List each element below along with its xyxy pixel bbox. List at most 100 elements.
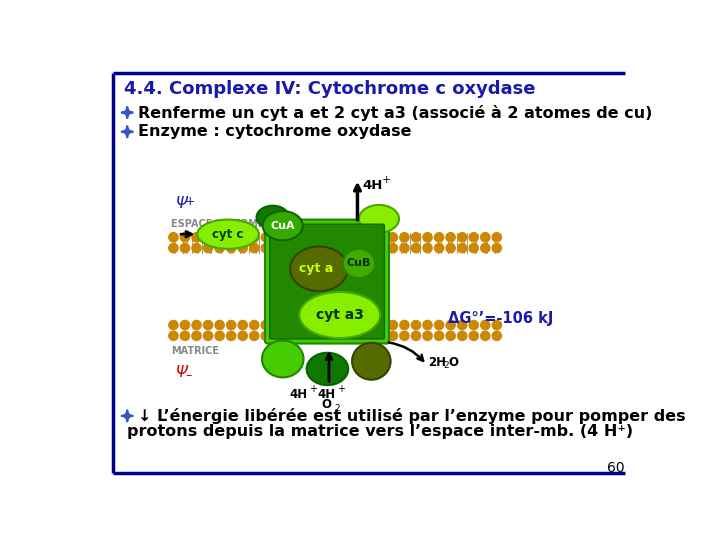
Circle shape	[215, 233, 224, 242]
Ellipse shape	[359, 205, 399, 233]
Circle shape	[238, 320, 248, 330]
Circle shape	[296, 244, 305, 253]
Circle shape	[388, 331, 397, 340]
Circle shape	[492, 244, 501, 253]
Circle shape	[354, 244, 363, 253]
Text: cyt c: cyt c	[212, 228, 244, 241]
Circle shape	[204, 320, 212, 330]
Text: 60: 60	[607, 461, 625, 475]
Text: O: O	[322, 398, 332, 411]
Circle shape	[319, 320, 328, 330]
Circle shape	[481, 233, 490, 242]
Circle shape	[423, 331, 432, 340]
Text: 4.4. Complexe IV: Cytochrome c oxydase: 4.4. Complexe IV: Cytochrome c oxydase	[124, 80, 536, 98]
Circle shape	[296, 331, 305, 340]
Text: 4H: 4H	[318, 388, 336, 401]
Circle shape	[204, 233, 212, 242]
Circle shape	[457, 331, 467, 340]
Circle shape	[273, 244, 282, 253]
Text: +: +	[185, 195, 196, 208]
Circle shape	[469, 331, 478, 340]
Circle shape	[492, 331, 501, 340]
Circle shape	[273, 320, 282, 330]
Text: 4H: 4H	[289, 388, 307, 401]
Circle shape	[423, 233, 432, 242]
FancyArrow shape	[126, 107, 128, 117]
Circle shape	[261, 320, 271, 330]
Circle shape	[168, 233, 178, 242]
Circle shape	[204, 331, 212, 340]
Circle shape	[296, 233, 305, 242]
Ellipse shape	[256, 206, 289, 229]
Circle shape	[388, 233, 397, 242]
Circle shape	[469, 320, 478, 330]
Circle shape	[215, 244, 224, 253]
FancyArrow shape	[126, 410, 128, 420]
Circle shape	[284, 331, 294, 340]
Text: 2H: 2H	[428, 355, 446, 368]
Circle shape	[354, 331, 363, 340]
Circle shape	[180, 320, 189, 330]
Circle shape	[400, 331, 409, 340]
Circle shape	[307, 233, 317, 242]
Circle shape	[180, 233, 189, 242]
Circle shape	[284, 244, 294, 253]
Circle shape	[457, 320, 467, 330]
Circle shape	[411, 320, 420, 330]
Circle shape	[377, 233, 386, 242]
Circle shape	[400, 320, 409, 330]
Circle shape	[446, 233, 455, 242]
Circle shape	[481, 331, 490, 340]
Ellipse shape	[262, 340, 304, 377]
Circle shape	[330, 244, 340, 253]
Text: cyt a: cyt a	[299, 262, 333, 275]
Circle shape	[227, 320, 235, 330]
Circle shape	[227, 244, 235, 253]
Ellipse shape	[263, 211, 303, 240]
Circle shape	[492, 320, 501, 330]
Ellipse shape	[343, 249, 375, 278]
Circle shape	[457, 244, 467, 253]
Text: Ψ: Ψ	[175, 365, 187, 380]
Circle shape	[330, 320, 340, 330]
Circle shape	[168, 320, 178, 330]
Circle shape	[342, 244, 351, 253]
Circle shape	[400, 233, 409, 242]
Circle shape	[250, 244, 259, 253]
Circle shape	[273, 331, 282, 340]
Circle shape	[411, 331, 420, 340]
Circle shape	[204, 244, 212, 253]
Text: CuB: CuB	[347, 259, 372, 268]
Circle shape	[446, 331, 455, 340]
Circle shape	[330, 331, 340, 340]
Circle shape	[388, 320, 397, 330]
Text: CuA: CuA	[271, 221, 295, 231]
Circle shape	[250, 320, 259, 330]
Circle shape	[238, 331, 248, 340]
Text: ↓ L’énergie libérée est utilisé par l’enzyme pour pomper des: ↓ L’énergie libérée est utilisé par l’en…	[138, 408, 685, 424]
Circle shape	[250, 331, 259, 340]
Circle shape	[284, 320, 294, 330]
Circle shape	[354, 233, 363, 242]
Circle shape	[342, 331, 351, 340]
Circle shape	[180, 244, 189, 253]
Text: 2: 2	[444, 361, 449, 370]
Circle shape	[377, 320, 386, 330]
Circle shape	[238, 233, 248, 242]
Circle shape	[319, 233, 328, 242]
Text: 2: 2	[334, 404, 340, 414]
FancyArrow shape	[123, 415, 132, 417]
Text: +: +	[309, 384, 317, 394]
Circle shape	[446, 244, 455, 253]
Circle shape	[423, 320, 432, 330]
Circle shape	[227, 331, 235, 340]
Circle shape	[400, 244, 409, 253]
Circle shape	[168, 244, 178, 253]
Text: Renferme un cyt a et 2 cyt a3 (associé à 2 atomes de cu): Renferme un cyt a et 2 cyt a3 (associé à…	[138, 105, 652, 120]
Circle shape	[319, 244, 328, 253]
Text: –: –	[185, 369, 192, 382]
Text: ΔG°’=-106 kJ: ΔG°’=-106 kJ	[448, 312, 553, 326]
Circle shape	[192, 233, 201, 242]
Circle shape	[411, 233, 420, 242]
Circle shape	[227, 233, 235, 242]
